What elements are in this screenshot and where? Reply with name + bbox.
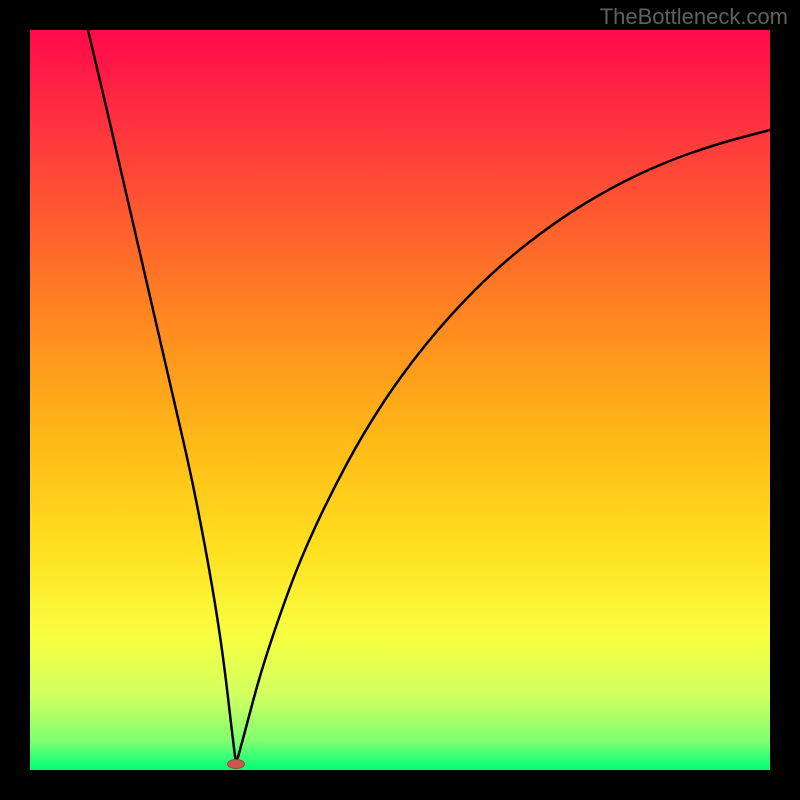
plot-area [30, 30, 770, 770]
minimum-marker [227, 759, 245, 769]
curve-layer [30, 30, 770, 770]
watermark-text: TheBottleneck.com [600, 4, 788, 30]
chart-container: TheBottleneck.com [0, 0, 800, 800]
bottleneck-curve [88, 30, 770, 761]
